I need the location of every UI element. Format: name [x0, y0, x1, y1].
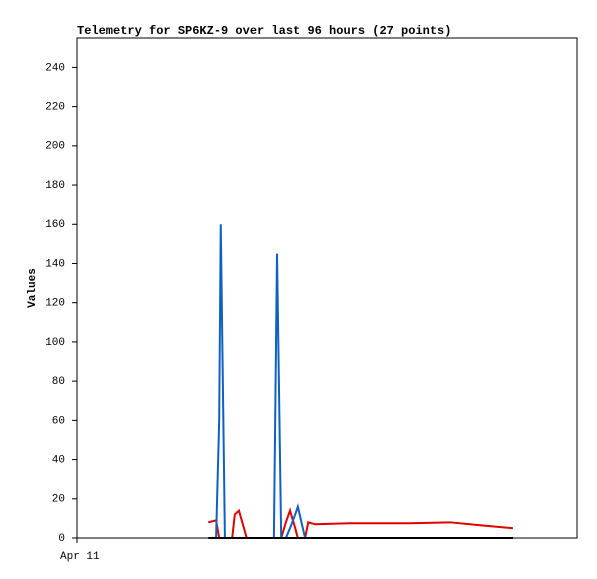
- y-axis-label: Values: [27, 268, 39, 308]
- y-tick-label: 20: [52, 494, 65, 506]
- x-tick-label: Apr 11: [60, 551, 100, 563]
- y-tick-label: 240: [45, 62, 65, 74]
- y-tick-label: 0: [58, 533, 65, 545]
- y-tick-label: 100: [45, 337, 65, 349]
- y-tick-label: 200: [45, 141, 65, 153]
- y-tick-label: 60: [52, 415, 65, 427]
- y-tick-label: 220: [45, 102, 65, 114]
- y-tick-label: 40: [52, 454, 65, 466]
- y-tick-label: 80: [52, 376, 65, 388]
- y-tick-label: 180: [45, 180, 65, 192]
- plot-frame: [76, 37, 578, 539]
- y-tick-label: 120: [45, 298, 65, 310]
- y-tick-label: 140: [45, 258, 65, 270]
- chart-title: Telemetry for SP6KZ-9 over last 96 hours…: [77, 24, 451, 38]
- y-tick-label: 160: [45, 219, 65, 231]
